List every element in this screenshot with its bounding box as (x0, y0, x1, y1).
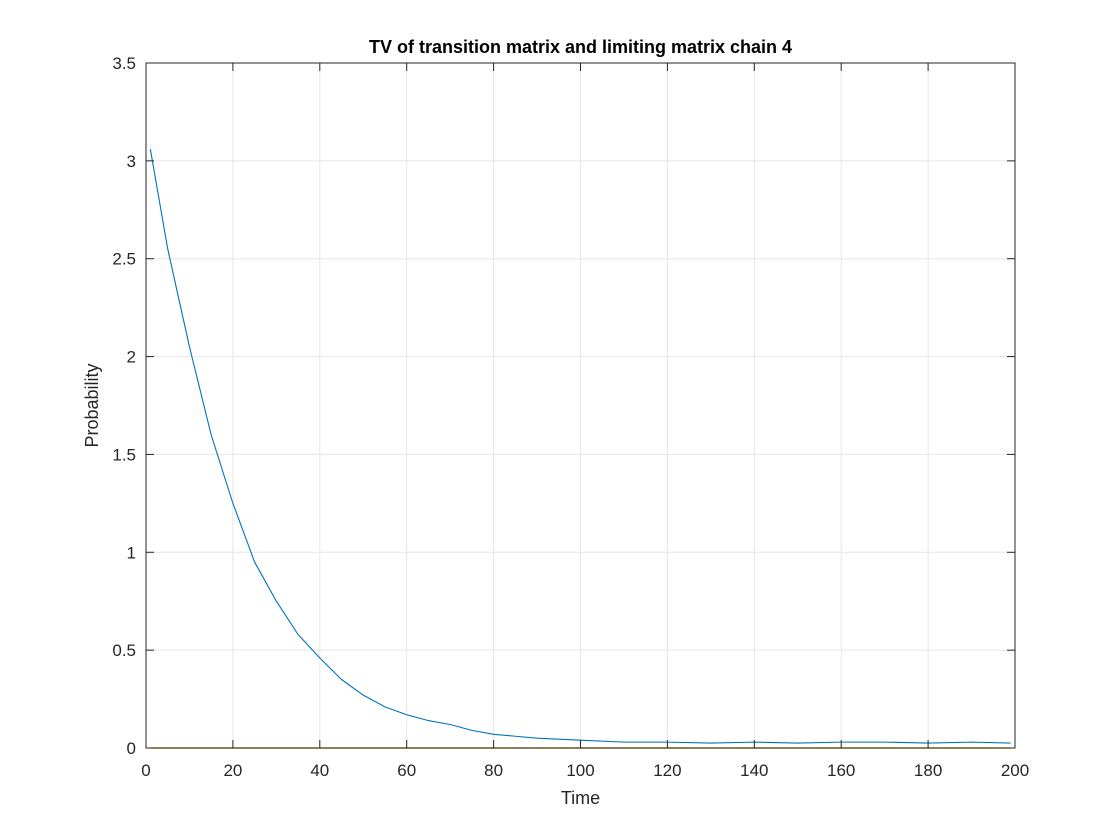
x-tick-label: 80 (484, 761, 503, 780)
x-axis-label: Time (561, 788, 600, 808)
y-tick-label: 1 (127, 543, 136, 562)
x-tick-label: 180 (914, 761, 942, 780)
x-tick-label: 100 (566, 761, 594, 780)
x-tick-label: 140 (740, 761, 768, 780)
x-tick-label: 40 (310, 761, 329, 780)
x-tick-label: 20 (223, 761, 242, 780)
x-tick-label: 0 (141, 761, 150, 780)
x-tick-label: 60 (397, 761, 416, 780)
y-tick-label: 3 (127, 152, 136, 171)
y-tick-label: 0.5 (112, 641, 136, 660)
y-tick-label: 3.5 (112, 54, 136, 73)
x-tick-label: 120 (653, 761, 681, 780)
x-tick-label: 160 (827, 761, 855, 780)
y-tick-label: 2 (127, 348, 136, 367)
tick-labels: 0 20 40 60 80 100 120 140 160 180 200 0 0.5 1 1.5 2 2.5 3… (112, 54, 1029, 780)
y-tick-label: 1.5 (112, 445, 136, 464)
x-tick-label: 200 (1001, 761, 1029, 780)
tick-marks (145, 62, 1016, 749)
chart-title: TV of transition matrix and limiting mat… (369, 37, 792, 57)
y-axis-label: Probability (82, 363, 102, 447)
series-line-1 (149, 149, 1011, 744)
y-tick-label: 2.5 (112, 250, 136, 269)
y-tick-label: 0 (127, 739, 136, 758)
